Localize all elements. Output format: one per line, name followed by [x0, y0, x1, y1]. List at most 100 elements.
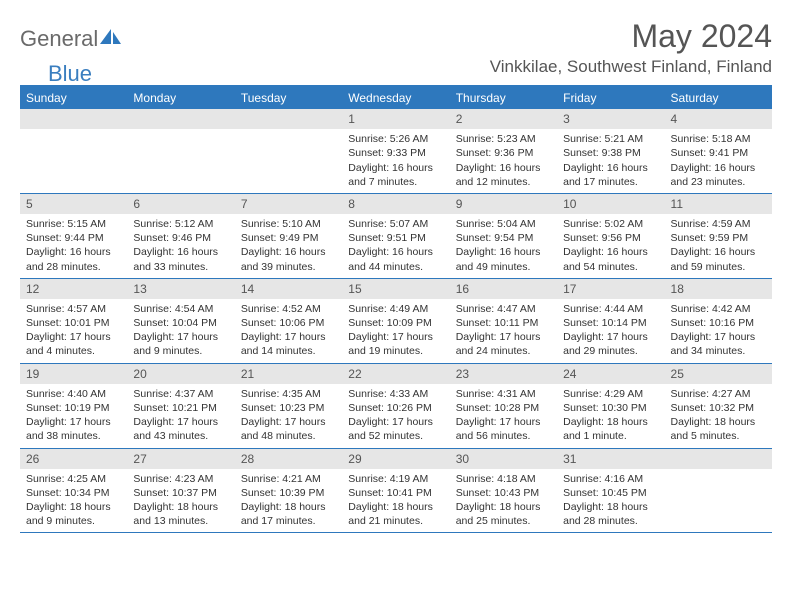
- day-header: Monday: [127, 87, 234, 109]
- daylight1-text: Daylight: 16 hours: [26, 245, 121, 259]
- calendar-cell: 8Sunrise: 5:07 AMSunset: 9:51 PMDaylight…: [342, 194, 449, 278]
- daylight2-text: and 39 minutes.: [241, 260, 336, 274]
- day-number: 20: [127, 364, 234, 384]
- daylight1-text: Daylight: 18 hours: [456, 500, 551, 514]
- day-number: [665, 449, 772, 469]
- sunset-text: Sunset: 9:44 PM: [26, 231, 121, 245]
- day-number: 23: [450, 364, 557, 384]
- daylight2-text: and 48 minutes.: [241, 429, 336, 443]
- sunset-text: Sunset: 9:36 PM: [456, 146, 551, 160]
- daylight2-text: and 44 minutes.: [348, 260, 443, 274]
- daylight2-text: and 12 minutes.: [456, 175, 551, 189]
- day-number: 6: [127, 194, 234, 214]
- cell-body: Sunrise: 4:23 AMSunset: 10:37 PMDaylight…: [127, 469, 234, 533]
- cell-body: Sunrise: 5:07 AMSunset: 9:51 PMDaylight:…: [342, 214, 449, 278]
- sunrise-text: Sunrise: 4:47 AM: [456, 302, 551, 316]
- day-number: 11: [665, 194, 772, 214]
- cell-body: Sunrise: 4:59 AMSunset: 9:59 PMDaylight:…: [665, 214, 772, 278]
- sunrise-text: Sunrise: 4:37 AM: [133, 387, 228, 401]
- sunrise-text: Sunrise: 5:23 AM: [456, 132, 551, 146]
- cell-body: Sunrise: 4:57 AMSunset: 10:01 PMDaylight…: [20, 299, 127, 363]
- day-number: 26: [20, 449, 127, 469]
- cell-body: Sunrise: 5:10 AMSunset: 9:49 PMDaylight:…: [235, 214, 342, 278]
- sunrise-text: Sunrise: 4:21 AM: [241, 472, 336, 486]
- daylight1-text: Daylight: 18 hours: [133, 500, 228, 514]
- cell-body: Sunrise: 5:26 AMSunset: 9:33 PMDaylight:…: [342, 129, 449, 193]
- daylight1-text: Daylight: 17 hours: [456, 330, 551, 344]
- cell-body: Sunrise: 4:40 AMSunset: 10:19 PMDaylight…: [20, 384, 127, 448]
- daylight1-text: Daylight: 16 hours: [671, 245, 766, 259]
- calendar-cell: 26Sunrise: 4:25 AMSunset: 10:34 PMDaylig…: [20, 449, 127, 533]
- daylight2-text: and 34 minutes.: [671, 344, 766, 358]
- sunset-text: Sunset: 9:51 PM: [348, 231, 443, 245]
- sunrise-text: Sunrise: 4:35 AM: [241, 387, 336, 401]
- daylight2-text: and 13 minutes.: [133, 514, 228, 528]
- daylight1-text: Daylight: 16 hours: [348, 245, 443, 259]
- sunrise-text: Sunrise: 4:29 AM: [563, 387, 658, 401]
- calendar-cell: 22Sunrise: 4:33 AMSunset: 10:26 PMDaylig…: [342, 364, 449, 448]
- day-number: 22: [342, 364, 449, 384]
- daylight1-text: Daylight: 16 hours: [563, 161, 658, 175]
- day-header: Friday: [557, 87, 664, 109]
- cell-body: Sunrise: 5:02 AMSunset: 9:56 PMDaylight:…: [557, 214, 664, 278]
- sunset-text: Sunset: 10:26 PM: [348, 401, 443, 415]
- sunset-text: Sunset: 10:34 PM: [26, 486, 121, 500]
- cell-body: Sunrise: 4:42 AMSunset: 10:16 PMDaylight…: [665, 299, 772, 363]
- daylight1-text: Daylight: 16 hours: [133, 245, 228, 259]
- daylight2-text: and 54 minutes.: [563, 260, 658, 274]
- sunset-text: Sunset: 10:11 PM: [456, 316, 551, 330]
- cell-body: Sunrise: 4:16 AMSunset: 10:45 PMDaylight…: [557, 469, 664, 533]
- daylight2-text: and 5 minutes.: [671, 429, 766, 443]
- sunrise-text: Sunrise: 5:04 AM: [456, 217, 551, 231]
- daylight1-text: Daylight: 18 hours: [563, 415, 658, 429]
- cell-body: Sunrise: 5:12 AMSunset: 9:46 PMDaylight:…: [127, 214, 234, 278]
- cell-body: Sunrise: 4:49 AMSunset: 10:09 PMDaylight…: [342, 299, 449, 363]
- daylight1-text: Daylight: 18 hours: [26, 500, 121, 514]
- calendar-cell: 15Sunrise: 4:49 AMSunset: 10:09 PMDaylig…: [342, 279, 449, 363]
- cell-body: Sunrise: 5:18 AMSunset: 9:41 PMDaylight:…: [665, 129, 772, 193]
- daylight2-text: and 52 minutes.: [348, 429, 443, 443]
- calendar-cell: 9Sunrise: 5:04 AMSunset: 9:54 PMDaylight…: [450, 194, 557, 278]
- day-number: 29: [342, 449, 449, 469]
- daylight1-text: Daylight: 18 hours: [241, 500, 336, 514]
- sunrise-text: Sunrise: 5:26 AM: [348, 132, 443, 146]
- sunset-text: Sunset: 10:01 PM: [26, 316, 121, 330]
- calendar-cell: 31Sunrise: 4:16 AMSunset: 10:45 PMDaylig…: [557, 449, 664, 533]
- sunrise-text: Sunrise: 4:19 AM: [348, 472, 443, 486]
- calendar-cell: [127, 109, 234, 193]
- cell-body: [235, 129, 342, 136]
- daylight1-text: Daylight: 17 hours: [348, 415, 443, 429]
- sunset-text: Sunset: 10:28 PM: [456, 401, 551, 415]
- cell-body: Sunrise: 4:52 AMSunset: 10:06 PMDaylight…: [235, 299, 342, 363]
- day-number: 27: [127, 449, 234, 469]
- sunset-text: Sunset: 10:16 PM: [671, 316, 766, 330]
- cell-body: Sunrise: 4:18 AMSunset: 10:43 PMDaylight…: [450, 469, 557, 533]
- daylight1-text: Daylight: 16 hours: [456, 161, 551, 175]
- day-header: Tuesday: [235, 87, 342, 109]
- cell-body: Sunrise: 4:33 AMSunset: 10:26 PMDaylight…: [342, 384, 449, 448]
- daylight2-text: and 14 minutes.: [241, 344, 336, 358]
- day-number: 25: [665, 364, 772, 384]
- sunset-text: Sunset: 10:04 PM: [133, 316, 228, 330]
- daylight1-text: Daylight: 18 hours: [563, 500, 658, 514]
- day-number: 8: [342, 194, 449, 214]
- daylight1-text: Daylight: 18 hours: [348, 500, 443, 514]
- day-number: 3: [557, 109, 664, 129]
- calendar-cell: 4Sunrise: 5:18 AMSunset: 9:41 PMDaylight…: [665, 109, 772, 193]
- sunrise-text: Sunrise: 5:18 AM: [671, 132, 766, 146]
- daylight1-text: Daylight: 17 hours: [563, 330, 658, 344]
- sunrise-text: Sunrise: 4:57 AM: [26, 302, 121, 316]
- cell-body: Sunrise: 4:27 AMSunset: 10:32 PMDaylight…: [665, 384, 772, 448]
- daylight2-text: and 24 minutes.: [456, 344, 551, 358]
- day-header: Sunday: [20, 87, 127, 109]
- sunset-text: Sunset: 10:30 PM: [563, 401, 658, 415]
- calendar-cell: 24Sunrise: 4:29 AMSunset: 10:30 PMDaylig…: [557, 364, 664, 448]
- sunset-text: Sunset: 10:09 PM: [348, 316, 443, 330]
- daylight1-text: Daylight: 16 hours: [563, 245, 658, 259]
- day-number: 5: [20, 194, 127, 214]
- day-number: 31: [557, 449, 664, 469]
- calendar-cell: 27Sunrise: 4:23 AMSunset: 10:37 PMDaylig…: [127, 449, 234, 533]
- daylight1-text: Daylight: 17 hours: [241, 415, 336, 429]
- day-header: Saturday: [665, 87, 772, 109]
- sunset-text: Sunset: 9:33 PM: [348, 146, 443, 160]
